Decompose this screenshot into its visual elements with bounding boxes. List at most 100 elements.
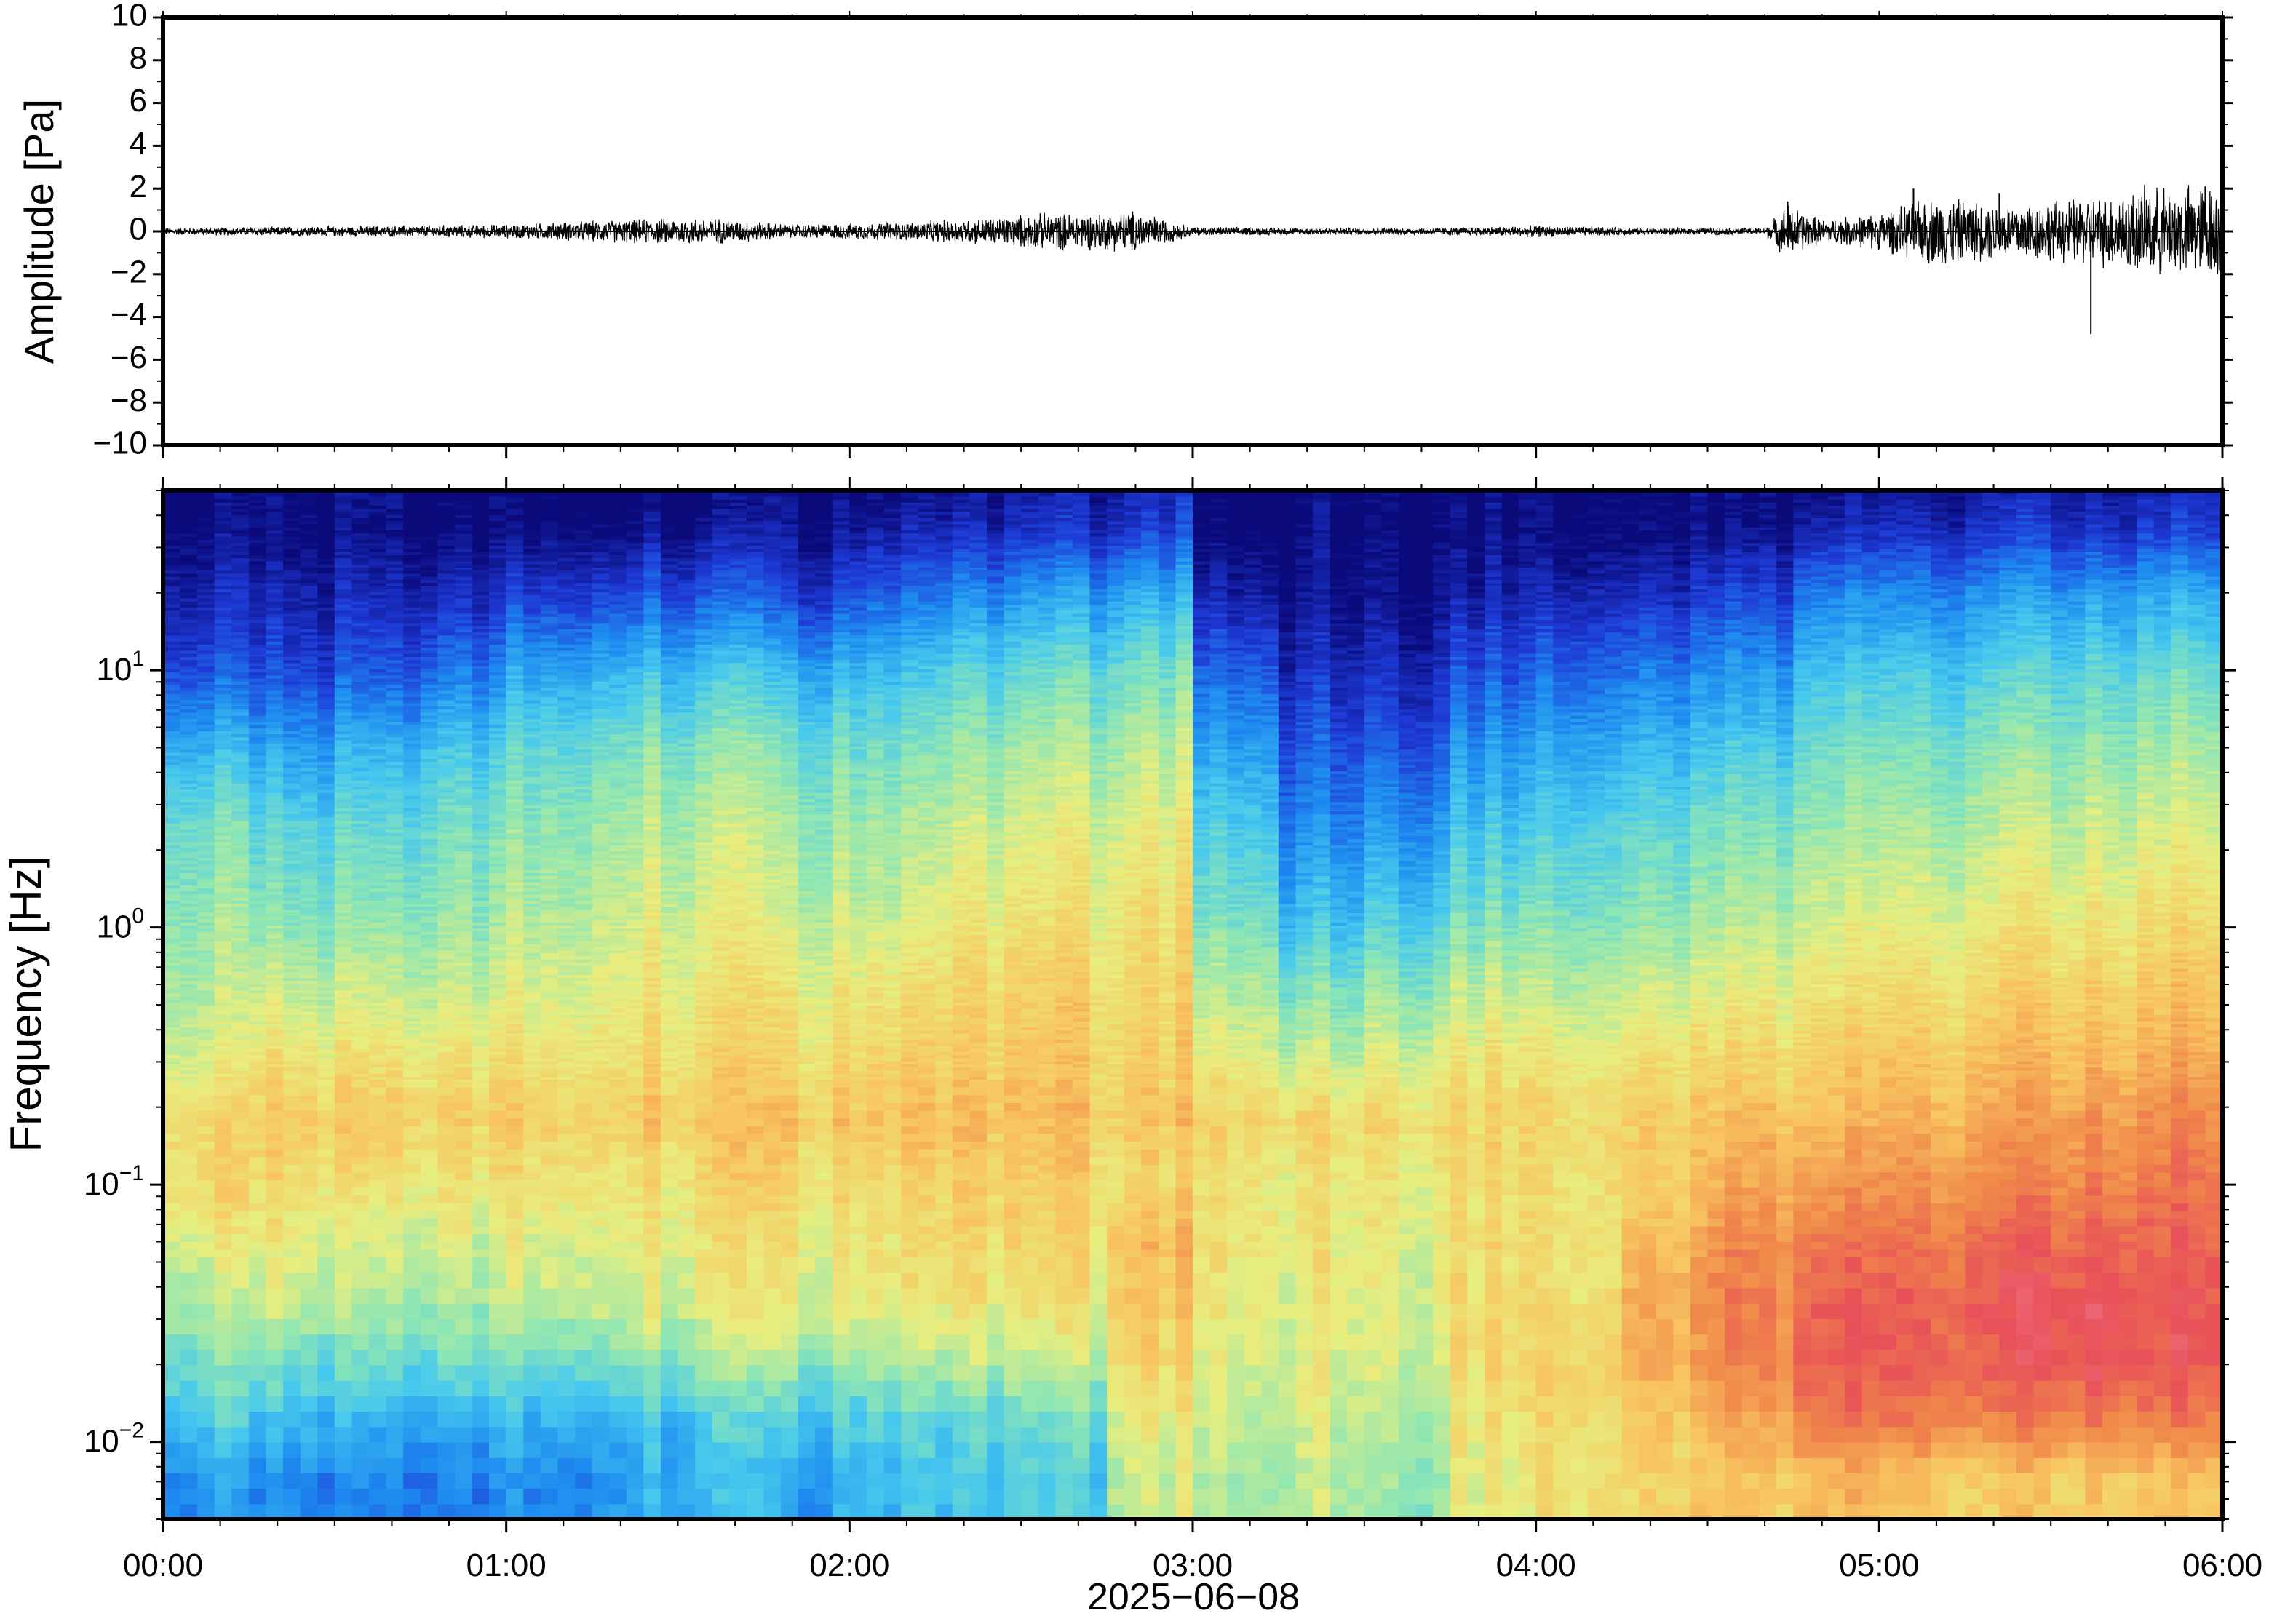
spectrogram-cell bbox=[386, 739, 404, 744]
spectrogram-cell bbox=[266, 502, 284, 506]
spectrogram-cell bbox=[214, 811, 232, 815]
spectrogram-cell bbox=[248, 841, 267, 845]
spectrogram-cell bbox=[197, 666, 215, 669]
spectrogram-cell bbox=[163, 641, 181, 645]
spectrogram-cell bbox=[386, 536, 404, 540]
spectrogram-cell bbox=[369, 637, 387, 642]
spectrogram-cell bbox=[231, 1148, 250, 1158]
spectrogram-cell bbox=[472, 959, 490, 963]
spectrogram-cell bbox=[420, 875, 438, 880]
spectrogram-cell bbox=[386, 653, 404, 657]
spectrogram-cell bbox=[214, 789, 232, 793]
spectrogram-cell bbox=[403, 816, 421, 821]
spectrogram-cell bbox=[506, 613, 524, 617]
spectrogram-cell bbox=[472, 718, 490, 723]
spectrogram-cell bbox=[317, 984, 335, 987]
spectrogram-cell bbox=[300, 634, 318, 639]
spectrogram-cell bbox=[283, 977, 301, 982]
spectrogram-cell bbox=[163, 1011, 181, 1016]
spectrogram-cell bbox=[386, 955, 404, 960]
spectrogram-cell bbox=[351, 495, 370, 500]
spectrogram-cell bbox=[334, 601, 353, 605]
spectrogram-cell bbox=[403, 1148, 421, 1158]
spectrogram-cell bbox=[300, 1042, 318, 1046]
spectrogram-cell bbox=[266, 841, 284, 845]
spectrogram-cell bbox=[369, 573, 387, 577]
spectrogram-cell bbox=[266, 820, 284, 824]
spectrogram-cell bbox=[420, 980, 438, 984]
spectrogram-cell bbox=[317, 505, 335, 509]
spectrogram-cell bbox=[248, 1070, 267, 1074]
spectrogram-cell bbox=[197, 1133, 215, 1142]
spectrogram-cell bbox=[472, 801, 490, 805]
spectrogram-cell bbox=[180, 1318, 198, 1335]
spectrogram-cell bbox=[506, 582, 524, 586]
spectrogram-cell bbox=[163, 601, 181, 605]
spectrogram-cell bbox=[420, 552, 438, 555]
spectrogram-cell bbox=[231, 934, 250, 938]
spectrogram-cell bbox=[197, 1054, 215, 1059]
spectrogram-cell bbox=[334, 557, 353, 562]
spectrogram-cell bbox=[369, 860, 387, 864]
spectrogram-cell bbox=[317, 952, 335, 957]
spectrogram-cell bbox=[437, 773, 456, 778]
spectrogram-cell bbox=[283, 808, 301, 812]
spectrogram-cell bbox=[420, 1011, 438, 1016]
spectrogram-cell bbox=[197, 872, 215, 877]
spectrogram-cell bbox=[454, 613, 473, 617]
spectrogram-cell bbox=[283, 857, 301, 861]
spectrogram-cell bbox=[214, 984, 232, 987]
spectrogram-cell bbox=[197, 629, 215, 633]
spectrogram-cell bbox=[197, 1187, 215, 1196]
spectrogram-cell bbox=[248, 811, 267, 815]
spectrogram-cell bbox=[437, 1249, 456, 1258]
spectrogram-cell bbox=[180, 915, 198, 920]
spectrogram-cell bbox=[403, 1036, 421, 1040]
spectrogram-cell bbox=[317, 1249, 335, 1258]
spectrogram-cell bbox=[266, 811, 284, 815]
spectrogram-cell bbox=[334, 739, 353, 744]
spectrogram-cell bbox=[369, 1064, 387, 1068]
spectrogram-cell bbox=[266, 1148, 284, 1158]
spectrogram-cell bbox=[454, 872, 473, 877]
spectrogram-cell bbox=[420, 493, 438, 497]
spectrogram-cell bbox=[472, 906, 490, 910]
spectrogram-cell bbox=[317, 897, 335, 901]
spectrogram-cell bbox=[180, 690, 198, 694]
spectrogram-cell bbox=[454, 838, 473, 843]
spectrogram-cell bbox=[506, 1187, 524, 1196]
spectrogram-cell bbox=[351, 733, 370, 738]
spectrogram-cell bbox=[214, 493, 232, 497]
spectrogram-cell bbox=[197, 1364, 215, 1381]
spectrogram-cell bbox=[300, 962, 318, 966]
spectrogram-cell bbox=[266, 1411, 284, 1428]
spectrogram-cell bbox=[437, 625, 456, 629]
spectrogram-cell bbox=[180, 841, 198, 845]
spectrogram-cell bbox=[369, 780, 387, 784]
spectrogram-cell bbox=[454, 955, 473, 960]
spectrogram-cell bbox=[266, 851, 284, 855]
spectrogram-cell bbox=[472, 582, 490, 586]
spectrogram-cell bbox=[231, 672, 250, 676]
spectrogram-cell bbox=[369, 995, 387, 1000]
spectrogram-cell bbox=[231, 952, 250, 957]
spectrogram-cell bbox=[214, 776, 232, 781]
spectrogram-cell bbox=[317, 662, 335, 666]
spectrogram-cell bbox=[283, 906, 301, 910]
spectrogram-cell bbox=[437, 752, 456, 756]
spectrogram-cell bbox=[163, 746, 181, 750]
spectrogram-cell bbox=[351, 493, 370, 497]
spectrogram-cell bbox=[386, 1064, 404, 1068]
spectrogram-cell bbox=[163, 681, 181, 685]
spectrogram-cell bbox=[437, 999, 456, 1003]
spectrogram-cell bbox=[266, 511, 284, 515]
spectrogram-cell bbox=[506, 690, 524, 694]
spectrogram-cell bbox=[506, 1054, 524, 1059]
spectrogram-cell bbox=[214, 1027, 232, 1031]
spectrogram-cell bbox=[163, 684, 181, 688]
spectrogram-cell bbox=[300, 984, 318, 987]
spectrogram-cell bbox=[454, 928, 473, 932]
spectrogram-cell bbox=[334, 999, 353, 1003]
spectrogram-cell bbox=[248, 573, 267, 577]
spectrogram-cell bbox=[386, 1203, 404, 1211]
